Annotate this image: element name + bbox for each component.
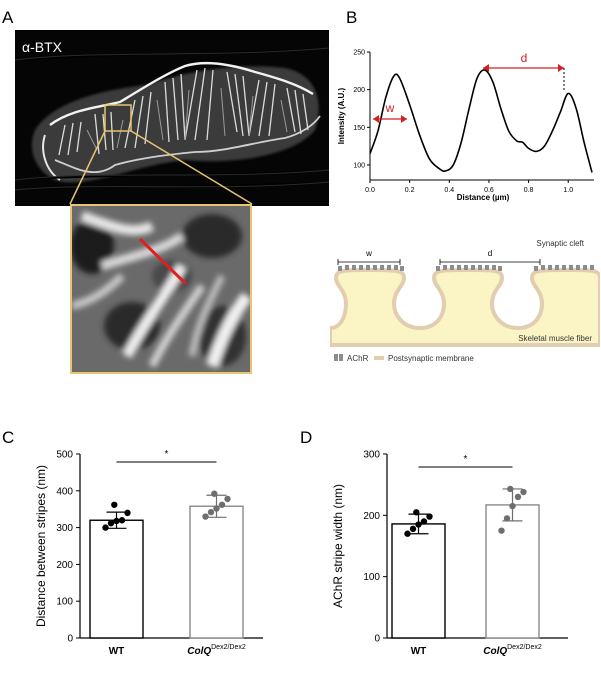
bar	[89, 519, 144, 639]
data-point	[113, 517, 120, 525]
y-axis-label: Distance between stripes (nm)	[34, 465, 48, 627]
micrograph-drawing	[15, 30, 329, 206]
y-tick-label: 500	[56, 450, 73, 461]
profile-x-tick-label: 0.8	[524, 187, 534, 194]
data-point	[218, 501, 226, 508]
schematic-fiber-label: Skeletal muscle fiber	[518, 334, 592, 343]
data-point	[213, 505, 220, 512]
profile-y-tick-label: 250	[353, 50, 365, 57]
significance-star: *	[464, 454, 468, 465]
panel-d-letter: D	[300, 428, 313, 447]
profile-y-label: Intensity (A.U.)	[337, 87, 346, 144]
legend-membrane-label: Postsynaptic membrane	[388, 354, 474, 363]
y-tick-label: 100	[56, 597, 73, 608]
schematic-d-label: d	[488, 249, 492, 258]
category-superscript: Dex2/Dex2	[507, 644, 542, 651]
data-point	[409, 525, 417, 533]
synapse-schematic: Synaptic cleft w d Skeletal muscle fiber…	[330, 239, 600, 363]
bar	[485, 504, 540, 639]
y-tick-label: 0	[374, 634, 380, 645]
bar	[391, 523, 446, 639]
profile-x-tick-label: 0.2	[405, 187, 415, 194]
profile-y-tick-label: 150	[353, 125, 365, 132]
data-point	[118, 517, 126, 524]
bungarotoxin-micrograph: α-BTX	[15, 30, 329, 206]
data-point	[426, 513, 433, 520]
panel-a-letter: A	[2, 8, 14, 27]
data-point	[415, 521, 422, 528]
zoom-inset	[70, 204, 252, 374]
data-point	[102, 524, 109, 531]
stripe-distance-chart: 0 100 200 300 400 500 Distance between stripes…	[34, 449, 263, 657]
y-tick-label: 200	[56, 560, 73, 571]
data-point	[211, 490, 218, 497]
profile-y-tick-label: 200	[353, 87, 365, 94]
profile-x-label: Distance (µm)	[457, 193, 510, 202]
legend-achr-label: AChR	[347, 354, 369, 363]
legend-membrane-swatch	[374, 356, 384, 360]
category-superscript: Dex2/Dex2	[211, 644, 246, 651]
category-label: ColQDex2/Dex2	[483, 644, 542, 657]
data-point	[224, 495, 231, 503]
data-point	[202, 513, 209, 520]
distance-marker-label: d	[521, 51, 528, 65]
width-marker-label: w	[385, 101, 395, 115]
y-tick-label: 100	[363, 572, 380, 583]
profile-y-tick-label: 100	[353, 162, 365, 169]
data-point	[520, 488, 527, 496]
zoom-connector-lines	[69, 130, 253, 205]
category-label: ColQDex2/Dex2	[187, 644, 246, 657]
panel-b-letter: B	[346, 8, 358, 27]
width-marker: w	[373, 101, 407, 123]
y-tick-label: 0	[67, 634, 73, 645]
data-point	[413, 509, 420, 516]
data-point	[503, 515, 511, 522]
data-point	[507, 485, 514, 493]
data-point	[207, 508, 215, 516]
muscle-fiber	[330, 268, 600, 347]
intensity-profile-chart: 100 150 200 250 0.0 0.2 0.4 0.6 0.8 1.0 w d Inte…	[337, 50, 594, 202]
category-label: WT	[411, 646, 427, 657]
y-tick-label: 300	[363, 450, 380, 461]
stripe-width-chart: 0 100 200 300 AChR stripe width (nm) WT ColQDe…	[331, 450, 568, 657]
profile-x-tick-label: 0.4	[444, 187, 454, 194]
data-point	[107, 519, 115, 527]
data-point	[509, 502, 516, 510]
data-point	[498, 527, 505, 534]
category-label: WT	[109, 646, 125, 657]
schematic-w-label: w	[365, 249, 372, 258]
y-tick-label: 200	[363, 511, 380, 522]
zoom-inset-drawing	[72, 206, 250, 372]
y-axis-label: AChR stripe width (nm)	[331, 484, 345, 608]
profile-x-tick-label: 0.0	[365, 187, 375, 194]
stain-label: α-BTX	[22, 39, 62, 55]
data-point	[514, 493, 522, 501]
y-tick-label: 400	[56, 486, 73, 497]
panel-c-letter: C	[2, 428, 15, 447]
distance-marker: d	[483, 51, 565, 92]
profile-x-tick-label: 0.6	[484, 187, 494, 194]
significance-star: *	[165, 449, 169, 460]
data-point	[124, 509, 131, 517]
bar	[189, 505, 244, 639]
schematic-cleft-label: Synaptic cleft	[536, 239, 584, 248]
data-point	[420, 518, 428, 525]
achr-receptors	[338, 265, 594, 271]
profile-series-line	[369, 69, 593, 173]
profile-x-tick-label: 1.0	[563, 187, 573, 194]
data-point	[404, 530, 411, 537]
y-tick-label: 300	[56, 523, 73, 534]
data-point	[111, 501, 118, 508]
legend-achr-swatch	[334, 354, 338, 361]
